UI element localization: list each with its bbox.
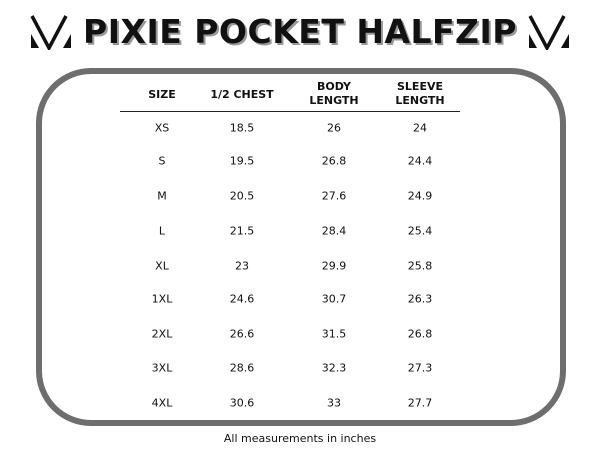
cell-size: S [158, 154, 166, 168]
header: PIXIE POCKET HALFZIP [0, 12, 600, 51]
cell-body-length: 27.6 [321, 189, 347, 203]
cell-sleeve-length: 25.4 [407, 224, 433, 238]
v-monogram-icon [528, 14, 569, 50]
cell-chest: 20.5 [229, 189, 255, 203]
column-header-size: SIZE [148, 88, 176, 101]
cell-sleeve-length: 25.8 [407, 259, 433, 273]
cell-body-length: 33 [327, 396, 341, 410]
cell-size: L [158, 224, 166, 238]
cell-size: XS [154, 121, 170, 135]
cell-chest: 21.5 [229, 224, 255, 238]
cell-size: XL [155, 259, 169, 273]
v-monogram-icon [30, 14, 72, 50]
cell-body-length: 28.4 [321, 224, 347, 238]
cell-chest: 30.6 [229, 396, 255, 410]
cell-chest: 26.6 [229, 327, 255, 341]
cell-chest: 24.6 [229, 292, 255, 306]
cell-sleeve-length: 27.3 [407, 361, 433, 375]
cell-chest: 18.5 [229, 121, 255, 135]
cell-body-length: 29.9 [321, 259, 347, 273]
cell-size: 3XL [151, 361, 173, 375]
column-header-body-length: BODY LENGTH [309, 80, 359, 107]
cell-body-length: 31.5 [321, 327, 347, 341]
cell-chest: 23 [235, 259, 249, 273]
cell-body-length: 30.7 [321, 292, 347, 306]
cell-size: 1XL [151, 292, 173, 306]
cell-body-length: 26 [327, 121, 341, 135]
cell-size: M [157, 189, 167, 203]
cell-sleeve-length: 24.9 [407, 189, 433, 203]
cell-body-length: 26.8 [321, 154, 347, 168]
header-divider [120, 111, 460, 112]
size-chart-frame [36, 68, 566, 426]
page-title: PIXIE POCKET HALFZIP [83, 12, 517, 51]
cell-size: 4XL [151, 396, 173, 410]
column-header-chest: 1/2 CHEST [210, 88, 274, 101]
cell-chest: 19.5 [229, 154, 255, 168]
cell-sleeve-length: 24.4 [407, 154, 433, 168]
footer-note: All measurements in inches [223, 432, 377, 445]
column-header-sleeve-length: SLEEVE LENGTH [395, 80, 445, 107]
cell-sleeve-length: 26.3 [407, 292, 433, 306]
cell-sleeve-length: 27.7 [407, 396, 433, 410]
cell-sleeve-length: 24 [413, 121, 427, 135]
cell-sleeve-length: 26.8 [407, 327, 433, 341]
cell-chest: 28.6 [229, 361, 255, 375]
cell-body-length: 32.3 [321, 361, 347, 375]
cell-size: 2XL [151, 327, 173, 341]
